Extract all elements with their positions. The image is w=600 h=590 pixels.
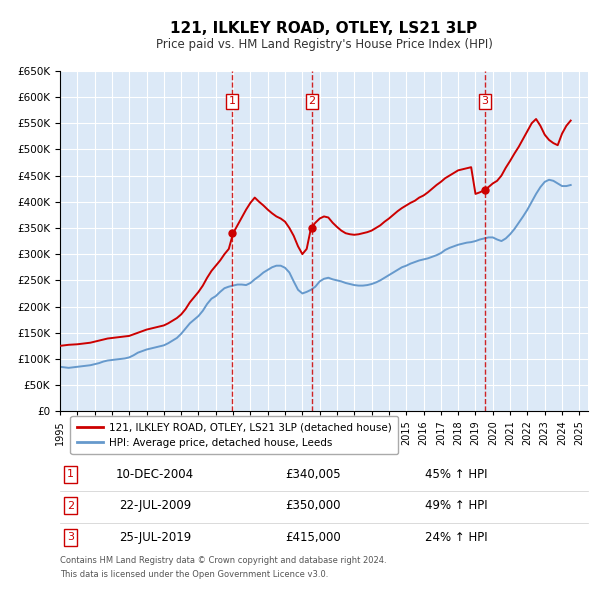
Text: 3: 3: [67, 532, 74, 542]
Text: 1: 1: [229, 96, 236, 106]
Text: 10-DEC-2004: 10-DEC-2004: [116, 468, 194, 481]
Text: 121, ILKLEY ROAD, OTLEY, LS21 3LP: 121, ILKLEY ROAD, OTLEY, LS21 3LP: [170, 21, 478, 35]
Text: 24% ↑ HPI: 24% ↑ HPI: [425, 530, 487, 544]
Text: £350,000: £350,000: [286, 499, 341, 512]
Text: 25-JUL-2019: 25-JUL-2019: [119, 530, 191, 544]
Text: 2: 2: [67, 501, 74, 511]
Text: Contains HM Land Registry data © Crown copyright and database right 2024.: Contains HM Land Registry data © Crown c…: [60, 556, 386, 565]
Text: 22-JUL-2009: 22-JUL-2009: [119, 499, 191, 512]
Text: 3: 3: [482, 96, 488, 106]
Text: 2: 2: [308, 96, 316, 106]
Legend: 121, ILKLEY ROAD, OTLEY, LS21 3LP (detached house), HPI: Average price, detached: 121, ILKLEY ROAD, OTLEY, LS21 3LP (detac…: [70, 417, 398, 454]
Text: This data is licensed under the Open Government Licence v3.0.: This data is licensed under the Open Gov…: [60, 570, 328, 579]
Text: 1: 1: [67, 469, 74, 479]
Text: Price paid vs. HM Land Registry's House Price Index (HPI): Price paid vs. HM Land Registry's House …: [155, 38, 493, 51]
Text: £340,005: £340,005: [286, 468, 341, 481]
Text: 49% ↑ HPI: 49% ↑ HPI: [425, 499, 487, 512]
Text: £415,000: £415,000: [286, 530, 341, 544]
Text: 45% ↑ HPI: 45% ↑ HPI: [425, 468, 487, 481]
